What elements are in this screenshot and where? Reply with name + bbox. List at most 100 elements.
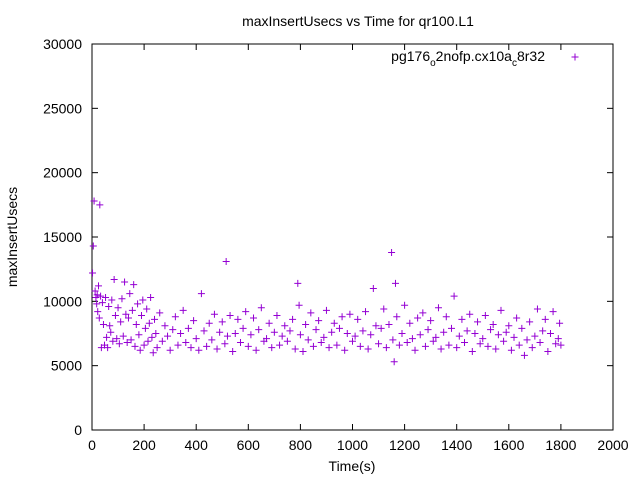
data-point <box>203 342 211 350</box>
data-point <box>294 279 302 287</box>
data-point <box>322 306 330 314</box>
data-point <box>447 324 455 332</box>
data-points <box>89 197 565 366</box>
data-point <box>299 348 307 356</box>
data-point <box>222 257 230 265</box>
data-point <box>276 341 284 349</box>
data-point <box>221 340 229 348</box>
data-point <box>134 300 142 308</box>
data-point <box>552 340 560 348</box>
data-point <box>401 301 409 309</box>
data-point <box>187 344 195 352</box>
y-tick-label: 25000 <box>43 100 82 116</box>
data-point <box>95 314 103 322</box>
data-point <box>257 304 265 312</box>
data-point <box>458 315 466 323</box>
data-point <box>476 340 484 348</box>
data-point <box>98 299 106 307</box>
data-point <box>343 330 351 337</box>
data-point <box>408 335 416 343</box>
data-point <box>455 332 463 340</box>
data-point <box>124 314 132 322</box>
data-point <box>273 311 281 319</box>
data-point <box>156 309 164 317</box>
data-point <box>286 327 294 335</box>
data-point <box>362 308 370 316</box>
data-point <box>96 201 104 209</box>
data-point <box>205 319 213 327</box>
data-point <box>367 331 375 339</box>
data-point <box>333 341 341 349</box>
data-point <box>380 305 388 313</box>
data-point <box>144 337 152 345</box>
data-point <box>320 333 328 341</box>
data-point <box>107 328 115 336</box>
data-point <box>549 308 557 316</box>
data-point <box>481 311 489 319</box>
data-point <box>513 314 521 322</box>
data-point <box>369 284 377 292</box>
data-point <box>354 315 362 323</box>
data-point <box>497 306 505 314</box>
data-point <box>307 309 315 317</box>
legend-marker <box>571 53 579 61</box>
data-point <box>338 313 346 321</box>
legend-label: pg176o2nofp.cx10ac8r32 <box>391 48 545 69</box>
data-point <box>127 336 135 344</box>
data-point <box>128 306 136 314</box>
data-point <box>213 345 221 353</box>
data-point <box>105 302 113 310</box>
data-point <box>328 328 336 336</box>
data-point <box>242 308 250 316</box>
data-point <box>184 324 192 332</box>
data-point <box>406 319 414 327</box>
data-point <box>440 328 448 336</box>
data-point <box>113 335 121 343</box>
data-point <box>518 324 526 332</box>
data-point <box>250 314 258 322</box>
data-point <box>137 311 145 319</box>
data-point <box>434 304 442 312</box>
data-point <box>140 341 148 349</box>
data-point <box>95 282 103 290</box>
data-point <box>93 300 101 308</box>
x-tick-label: 1400 <box>441 437 472 453</box>
data-point <box>372 322 380 330</box>
data-point <box>325 344 333 352</box>
data-point <box>351 332 359 340</box>
data-point <box>102 293 110 301</box>
data-point <box>110 275 118 283</box>
data-point <box>346 310 354 318</box>
data-point <box>424 326 432 334</box>
data-point <box>309 342 317 350</box>
data-point <box>349 337 356 345</box>
data-point <box>179 306 187 314</box>
data-point <box>114 304 122 312</box>
y-axis-label: maxInsertUsecs <box>4 187 20 287</box>
data-point <box>132 320 140 328</box>
data-point <box>395 341 403 349</box>
data-point <box>177 330 185 337</box>
data-point <box>437 345 445 353</box>
data-point <box>554 335 562 343</box>
data-point <box>484 342 492 350</box>
legend: pg176o2nofp.cx10ac8r32 <box>391 48 579 69</box>
data-point <box>335 324 343 332</box>
x-tick-label: 1200 <box>389 437 420 453</box>
data-point <box>141 324 149 332</box>
data-point <box>291 345 299 353</box>
data-point <box>226 311 234 319</box>
data-point <box>218 318 226 326</box>
data-point <box>265 319 273 327</box>
x-tick-label: 200 <box>132 437 156 453</box>
data-point <box>244 342 252 350</box>
data-point <box>136 346 144 354</box>
data-point <box>494 331 502 339</box>
data-point <box>197 290 205 298</box>
x-tick-label: 2000 <box>597 437 628 453</box>
x-axis: 0 200 400 600 800 1000 1200 1400 1600 1800 2000 <box>88 44 629 453</box>
data-point <box>97 292 105 300</box>
data-point <box>90 197 98 205</box>
data-point <box>523 336 531 344</box>
